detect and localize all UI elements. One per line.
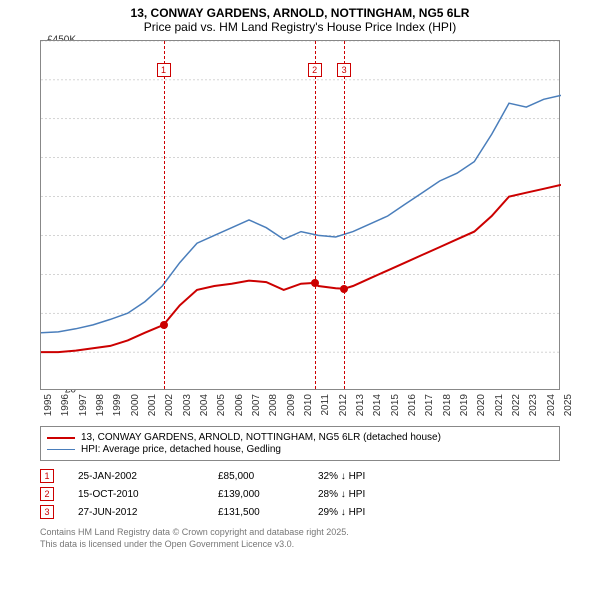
x-tick-label: 2024 xyxy=(546,394,557,434)
event-marker-box: 3 xyxy=(337,63,351,77)
x-tick-label: 2004 xyxy=(199,394,210,434)
title-line2: Price paid vs. HM Land Registry's House … xyxy=(0,20,600,34)
x-tick-label: 2025 xyxy=(563,394,574,434)
chart-area: £0£50K£100K£150K£200K£250K£300K£350K£400… xyxy=(40,40,600,420)
x-tick-label: 2001 xyxy=(147,394,158,434)
footer: Contains HM Land Registry data © Crown c… xyxy=(40,527,600,550)
chart-container: 13, CONWAY GARDENS, ARNOLD, NOTTINGHAM, … xyxy=(0,0,600,590)
x-tick-label: 2016 xyxy=(407,394,418,434)
legend-swatch xyxy=(47,449,75,450)
events-table: 1 25-JAN-2002£85,00032% ↓ HPI 2 15-OCT-2010… xyxy=(40,469,560,519)
event-dot xyxy=(311,279,319,287)
x-tick-label: 2023 xyxy=(528,394,539,434)
x-tick-label: 1996 xyxy=(60,394,71,434)
x-tick-label: 2000 xyxy=(130,394,141,434)
event-marker-box: 1 xyxy=(157,63,171,77)
footer-line1: Contains HM Land Registry data © Crown c… xyxy=(40,527,600,539)
event-date: 25-JAN-2002 xyxy=(78,471,218,482)
legend-swatch xyxy=(47,437,75,439)
footer-line2: This data is licensed under the Open Gov… xyxy=(40,539,600,551)
x-tick-label: 2011 xyxy=(320,394,331,434)
event-dot xyxy=(340,285,348,293)
x-tick-label: 1997 xyxy=(78,394,89,434)
event-number-icon: 2 xyxy=(40,487,54,501)
event-vline xyxy=(164,41,165,389)
event-row: 1 25-JAN-2002£85,00032% ↓ HPI xyxy=(40,469,560,483)
x-tick-label: 1995 xyxy=(43,394,54,434)
title-line1: 13, CONWAY GARDENS, ARNOLD, NOTTINGHAM, … xyxy=(0,6,600,20)
legend-item: HPI: Average price, detached house, Gedl… xyxy=(47,444,553,455)
x-tick-label: 1998 xyxy=(95,394,106,434)
event-price: £85,000 xyxy=(218,471,318,482)
x-tick-label: 2017 xyxy=(424,394,435,434)
event-price: £139,000 xyxy=(218,489,318,500)
plot-svg xyxy=(41,41,561,391)
event-vline xyxy=(344,41,345,389)
event-vline xyxy=(315,41,316,389)
event-row: 2 15-OCT-2010£139,00028% ↓ HPI xyxy=(40,487,560,501)
x-tick-label: 2022 xyxy=(511,394,522,434)
event-delta: 32% ↓ HPI xyxy=(318,471,560,482)
x-tick-label: 2021 xyxy=(494,394,505,434)
x-tick-label: 2014 xyxy=(372,394,383,434)
x-tick-label: 2009 xyxy=(286,394,297,434)
x-tick-label: 2006 xyxy=(234,394,245,434)
x-tick-label: 2007 xyxy=(251,394,262,434)
event-number-icon: 1 xyxy=(40,469,54,483)
x-tick-label: 2005 xyxy=(216,394,227,434)
legend-label: HPI: Average price, detached house, Gedl… xyxy=(81,444,281,455)
x-tick-label: 2018 xyxy=(442,394,453,434)
x-tick-label: 2013 xyxy=(355,394,366,434)
event-date: 27-JUN-2012 xyxy=(78,507,218,518)
event-delta: 29% ↓ HPI xyxy=(318,507,560,518)
title-block: 13, CONWAY GARDENS, ARNOLD, NOTTINGHAM, … xyxy=(0,0,600,36)
plot-region: 1 2 3 xyxy=(40,40,560,390)
x-tick-label: 2003 xyxy=(182,394,193,434)
x-tick-label: 2019 xyxy=(459,394,470,434)
x-tick-label: 2002 xyxy=(164,394,175,434)
x-tick-label: 2010 xyxy=(303,394,314,434)
x-tick-label: 1999 xyxy=(112,394,123,434)
event-price: £131,500 xyxy=(218,507,318,518)
event-number-icon: 3 xyxy=(40,505,54,519)
event-dot xyxy=(160,321,168,329)
x-tick-label: 2020 xyxy=(476,394,487,434)
x-tick-label: 2012 xyxy=(338,394,349,434)
event-row: 3 27-JUN-2012£131,50029% ↓ HPI xyxy=(40,505,560,519)
x-tick-label: 2008 xyxy=(268,394,279,434)
event-date: 15-OCT-2010 xyxy=(78,489,218,500)
x-tick-label: 2015 xyxy=(390,394,401,434)
event-delta: 28% ↓ HPI xyxy=(318,489,560,500)
event-marker-box: 2 xyxy=(308,63,322,77)
